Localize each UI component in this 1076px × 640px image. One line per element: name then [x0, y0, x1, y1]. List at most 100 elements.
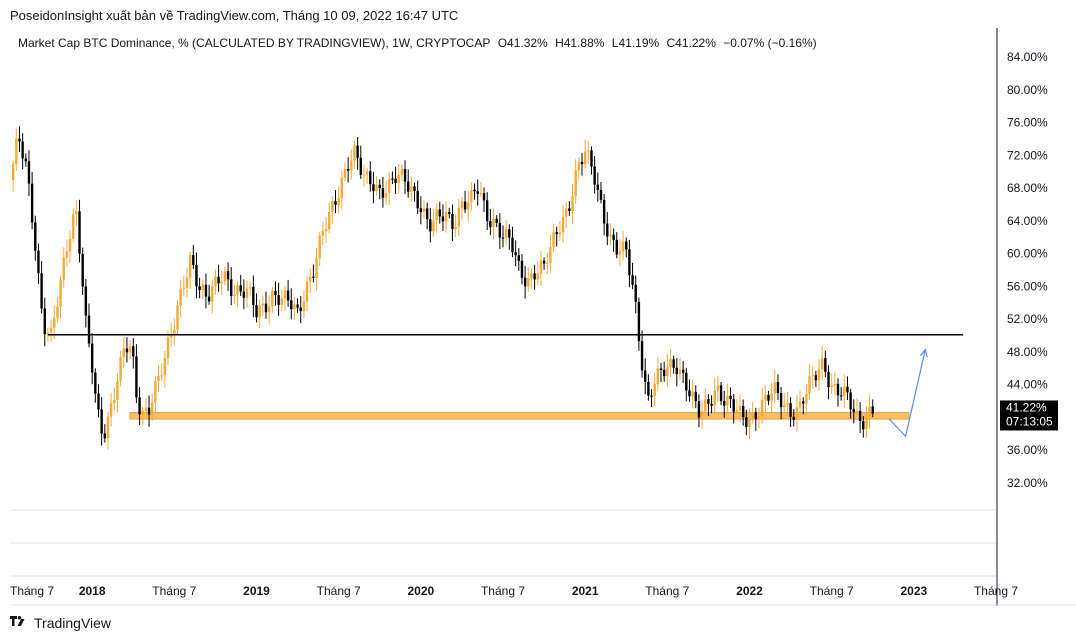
candle-body [163, 357, 167, 376]
candle-body [820, 358, 824, 370]
candle-body [132, 346, 135, 357]
symbol-title[interactable]: Market Cap BTC Dominance, % (CALCULATED … [18, 36, 491, 50]
candle-body [656, 368, 660, 384]
candle-body [245, 288, 249, 298]
candle-body [811, 375, 814, 377]
candle-body [261, 303, 265, 306]
chart-canvas[interactable]: 84.00% 80.00% 76.00% 72.00% 68.00% 64.00% 60.0… [0, 28, 1076, 606]
candle-body [207, 296, 211, 302]
candle-body [467, 202, 470, 210]
candle-body [719, 385, 723, 402]
candle-body [334, 201, 337, 205]
candle-body [248, 286, 252, 289]
candle-body [46, 332, 50, 335]
candle-body [75, 211, 78, 215]
x-tick-label: 2018 [79, 584, 106, 598]
candle-body [757, 416, 761, 420]
ohlc-low: L41.19% [611, 36, 660, 50]
candle-body [858, 410, 862, 422]
candle-body [350, 160, 353, 171]
candle-body [375, 184, 378, 192]
candle-body [457, 207, 460, 227]
y-tick-label: 36.00% [1007, 443, 1048, 457]
y-tick-label: 48.00% [1007, 345, 1048, 359]
candle-body [226, 271, 230, 280]
candle-body [843, 386, 846, 397]
candle-body [789, 403, 792, 417]
candle-body [125, 348, 129, 353]
candle-body [378, 184, 381, 189]
x-tick-label: Tháng 7 [152, 584, 196, 598]
candle-body [688, 390, 691, 397]
x-tick-label: 2021 [572, 584, 599, 598]
time-axis[interactable]: Tháng 7 2018 Tháng 7 2019 Tháng 7 2020 Tháng 7… [10, 584, 1018, 598]
y-tick-label: 84.00% [1007, 50, 1048, 64]
candle-body [700, 411, 704, 418]
candle-body [495, 218, 498, 223]
candle-body [685, 372, 688, 391]
candle-body [30, 183, 34, 223]
candle-body [830, 385, 833, 388]
candle-body [78, 211, 81, 254]
pane-dividers [10, 28, 1076, 606]
candle-body [726, 395, 729, 406]
candle-body [517, 255, 521, 261]
y-tick-label: 64.00% [1007, 214, 1048, 228]
candle-body [444, 211, 448, 222]
candle-body [473, 189, 476, 192]
candle-body [527, 278, 530, 287]
candle-body [435, 209, 438, 221]
candle-body [290, 300, 293, 310]
candle-body [783, 404, 786, 408]
candle-body [173, 329, 176, 335]
y-tick-label: 72.00% [1007, 148, 1048, 162]
x-tick-label: Tháng 7 [645, 584, 689, 598]
candle-body [223, 271, 227, 282]
candle-body [612, 234, 615, 240]
candle-body [590, 150, 593, 167]
candle-body [359, 157, 362, 175]
candle-body [331, 201, 334, 212]
candle-body [723, 401, 726, 406]
candle-body [302, 301, 306, 311]
candle-body [87, 315, 91, 344]
price-axis[interactable]: 84.00% 80.00% 76.00% 72.00% 68.00% 64.00% 60.0… [1007, 50, 1048, 490]
candle-body [855, 410, 859, 412]
candle-body [157, 375, 160, 381]
tradingview-logo-icon [10, 616, 25, 626]
candle-body [204, 284, 208, 297]
candle-body [602, 199, 606, 224]
candle-body [362, 174, 366, 176]
candle-body [713, 390, 716, 406]
candle-body [369, 171, 372, 185]
candle-body [628, 249, 631, 276]
candle-body [593, 166, 596, 185]
candle-body [754, 412, 758, 420]
candle-body [846, 386, 849, 393]
candle-body [34, 222, 37, 251]
candle-body [280, 298, 283, 306]
candle-body [760, 399, 764, 417]
candle-body [160, 375, 163, 377]
projection-arrowhead [919, 348, 928, 358]
candle-body [410, 186, 413, 192]
footer-brand[interactable]: TradingView [10, 615, 111, 631]
candle-body [599, 189, 603, 200]
candle-body [738, 406, 742, 411]
candle-body [128, 346, 132, 353]
candle-body [116, 381, 119, 400]
candle-body [552, 232, 555, 248]
candle-body [283, 290, 287, 299]
candle-body [391, 178, 394, 180]
candle-body [492, 218, 495, 228]
candle-body [286, 290, 290, 301]
candle-body [106, 416, 110, 439]
ohlc-high: H41.88% [555, 36, 605, 50]
candle-body [68, 238, 72, 252]
candle-body [669, 359, 672, 367]
candle-body [312, 276, 315, 278]
candle-body [274, 290, 277, 296]
candle-body [119, 356, 122, 382]
candle-body [618, 251, 622, 255]
candle-body [833, 383, 837, 386]
